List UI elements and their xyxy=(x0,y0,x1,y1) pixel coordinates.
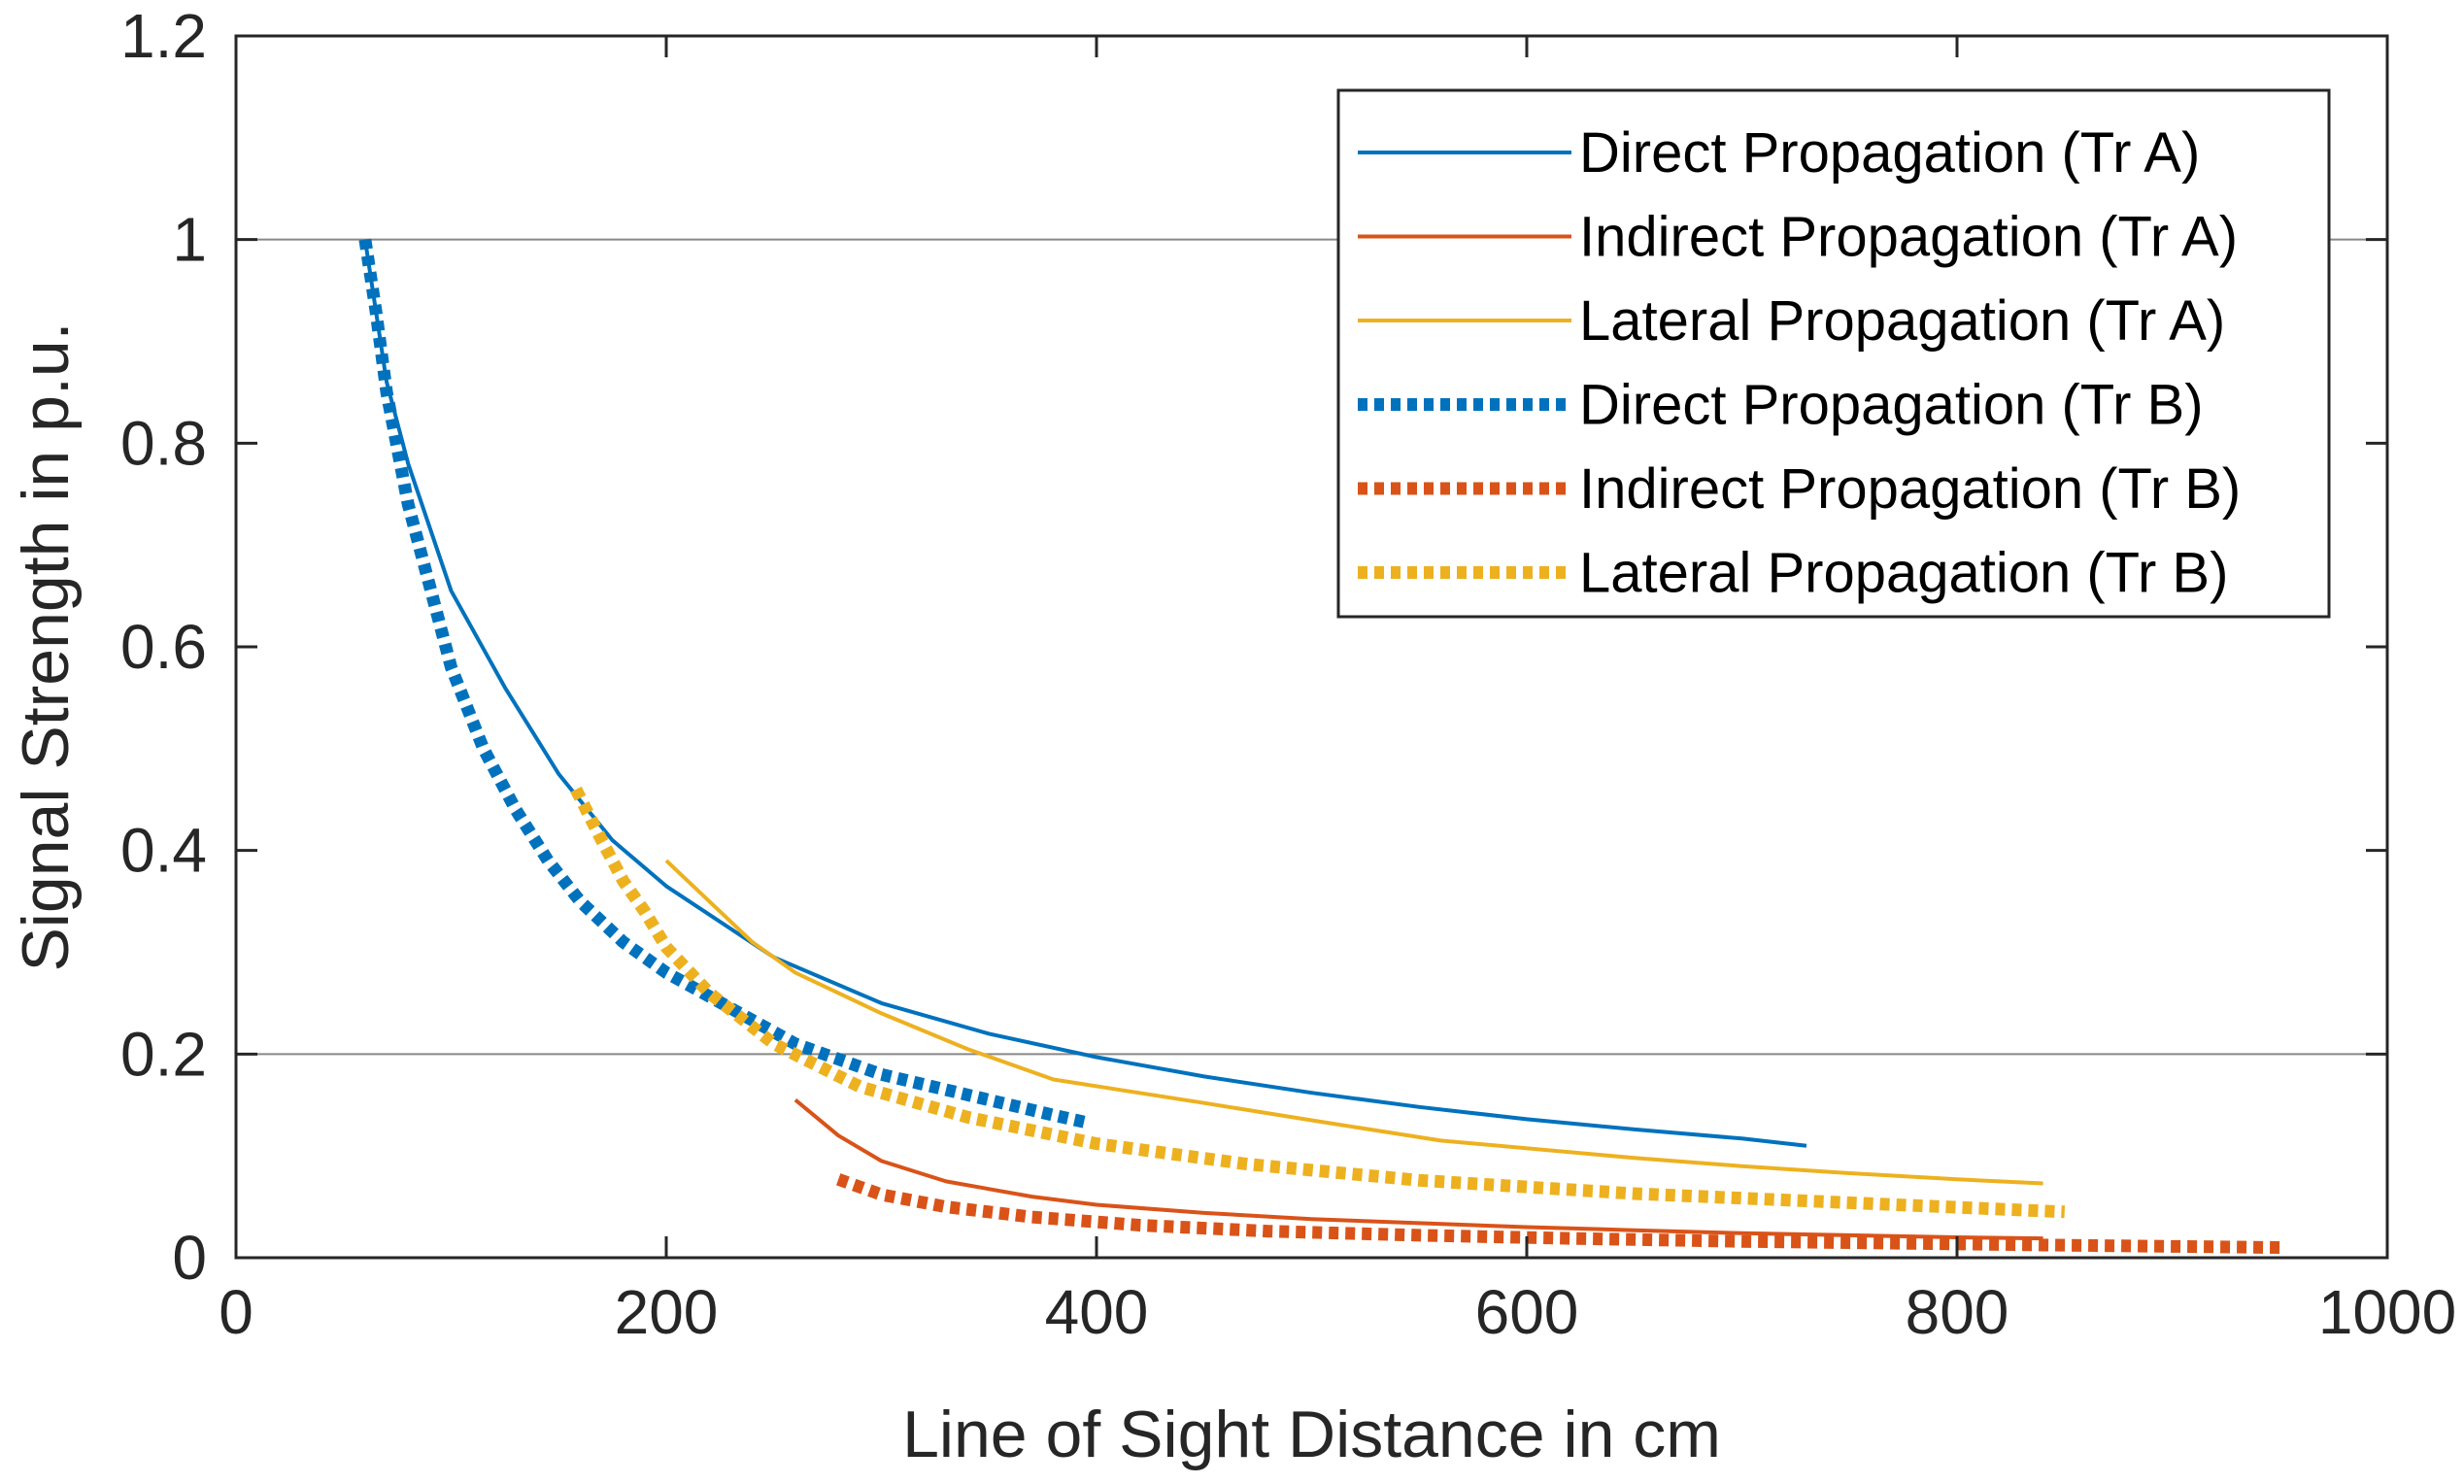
series-line-3 xyxy=(664,859,2043,1186)
x-tick-label: 0 xyxy=(219,1277,253,1347)
legend: Direct Propagation (Tr A) Indirect Propag… xyxy=(1336,88,2331,619)
legend-label-5: Indirect Propagation (Tr B) xyxy=(1579,457,2241,521)
legend-label-6: Lateral Propagation (Tr B) xyxy=(1579,542,2228,605)
y-tick-label: 0.8 xyxy=(120,408,207,478)
series-line-2 xyxy=(793,1097,2043,1241)
x-axis-label: Line of Sight Distance in cm xyxy=(902,1398,1721,1471)
y-axis-label: Signal Strength in p.u. xyxy=(9,321,83,971)
y-tick-label: 1 xyxy=(172,205,207,275)
legend-label-3: Lateral Propagation (Tr A) xyxy=(1579,289,2225,353)
series-line-5 xyxy=(836,1173,2280,1254)
x-tick-label: 800 xyxy=(1906,1277,2009,1347)
x-tick-label: 200 xyxy=(615,1277,719,1347)
series-line-1 xyxy=(362,239,1807,1148)
ticks: 0 200 400 600 800 1000 0 0.2 0.4 0.6 0.8 1 1.2 xyxy=(120,1,2456,1347)
series-line-4 xyxy=(358,238,1088,1129)
x-tick-label: 1000 xyxy=(2318,1277,2456,1347)
legend-label-4: Direct Propagation (Tr B) xyxy=(1579,374,2204,437)
legend-label-2: Indirect Propagation (Tr A) xyxy=(1579,206,2238,269)
x-tick-label: 400 xyxy=(1045,1277,1149,1347)
y-tick-label: 0.2 xyxy=(120,1019,207,1089)
y-tick-label: 0 xyxy=(172,1223,207,1293)
x-tick-label: 600 xyxy=(1475,1277,1579,1347)
y-tick-label: 1.2 xyxy=(120,1,207,71)
legend-box xyxy=(1336,88,2331,619)
legend-label-1: Direct Propagation (Tr A) xyxy=(1579,121,2200,185)
y-tick-label: 0.6 xyxy=(120,612,207,682)
y-tick-label: 0.4 xyxy=(120,816,207,886)
series-layer xyxy=(358,238,2280,1254)
